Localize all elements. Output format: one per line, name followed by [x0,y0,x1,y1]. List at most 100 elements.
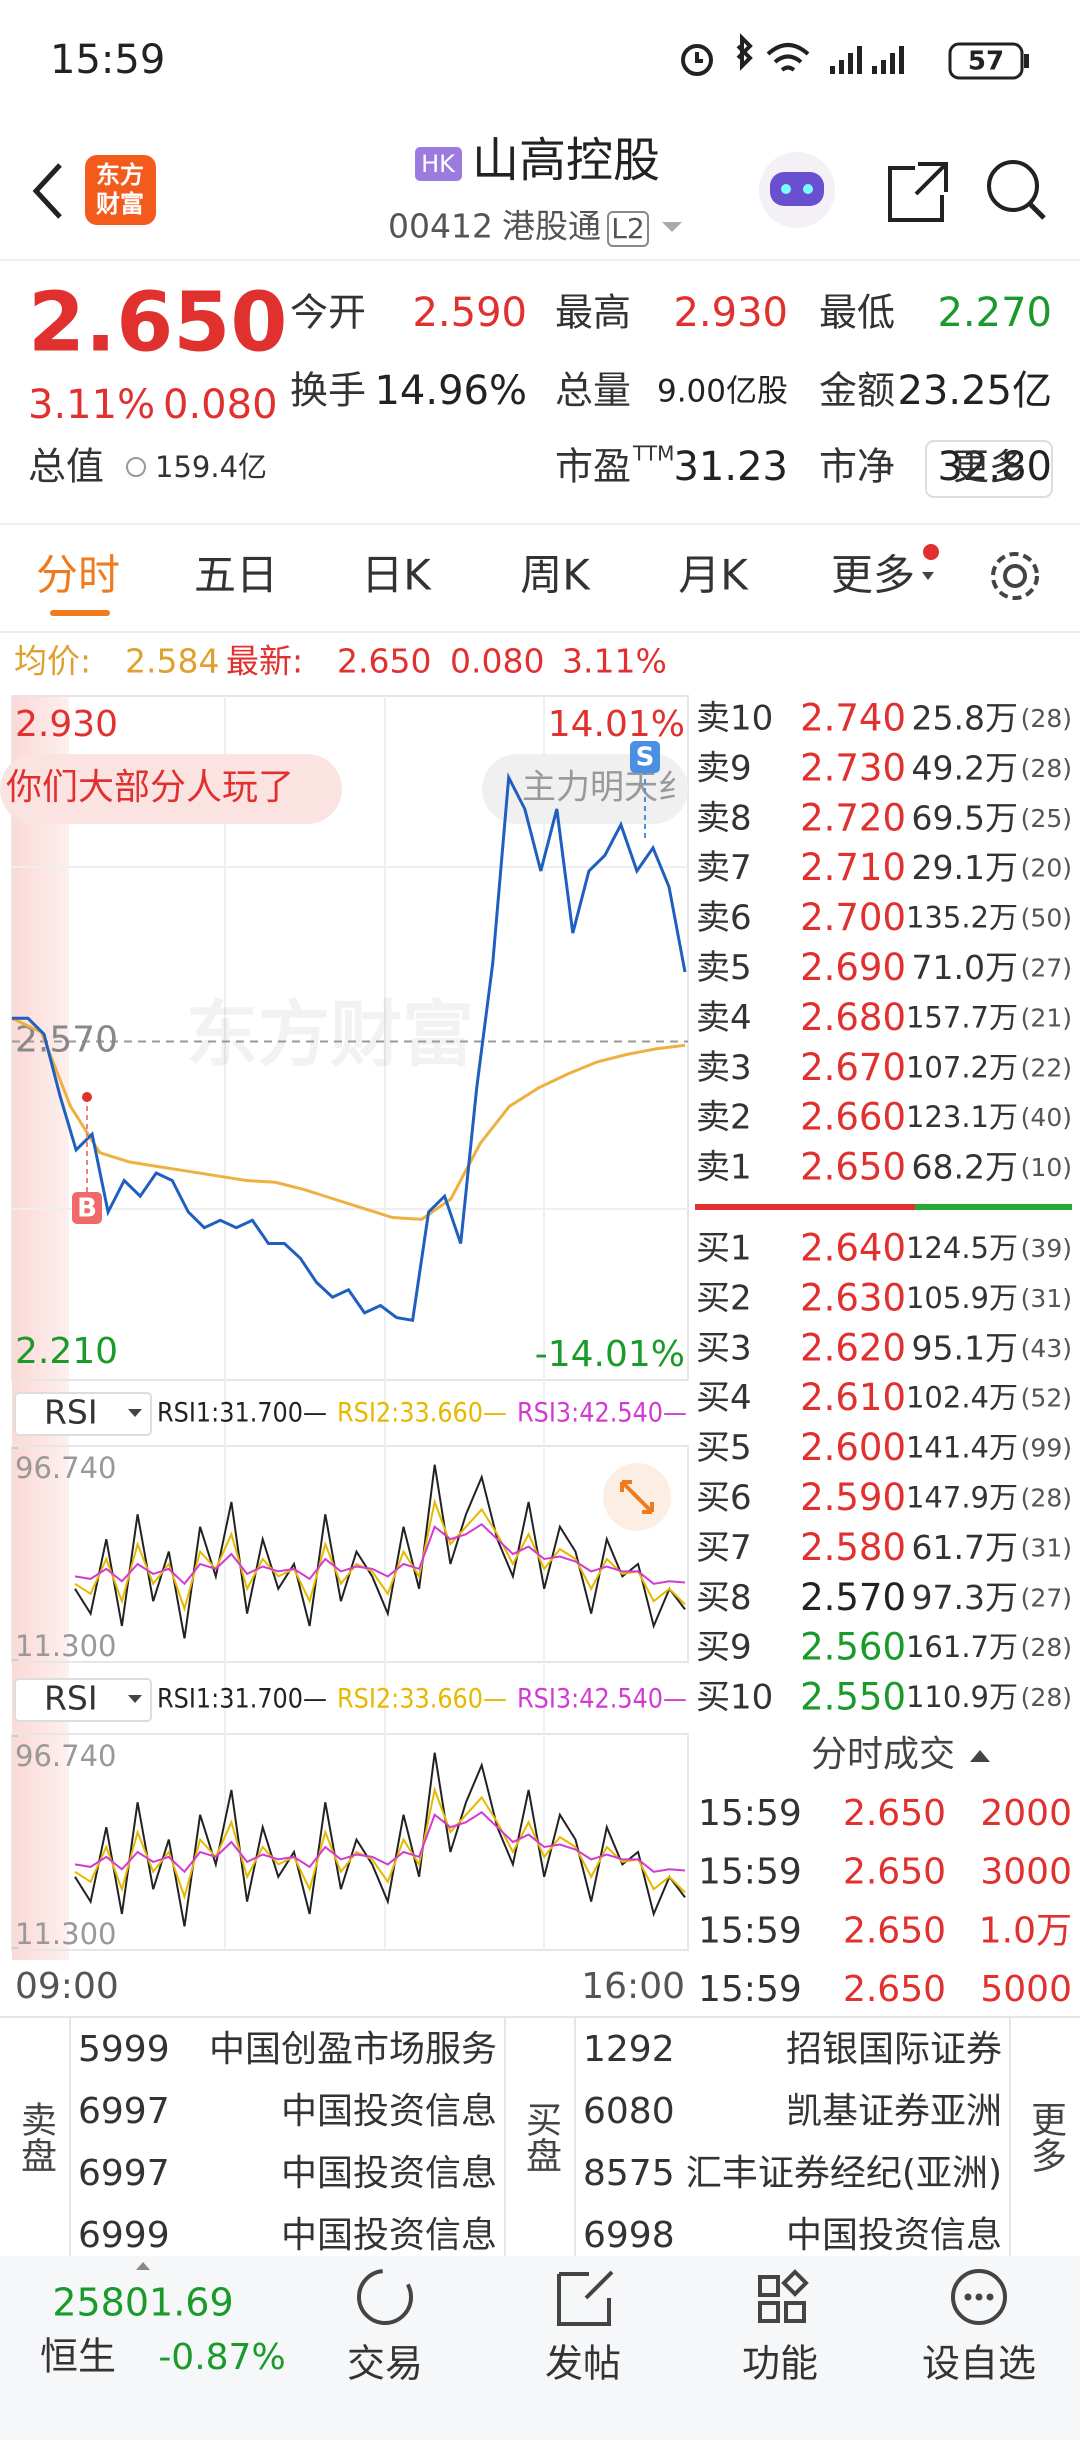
book-volume: 102.4万 [906,1381,1018,1415]
book-volume: 68.2万 [912,1148,1018,1187]
banner-left[interactable] [0,754,342,824]
book-price: 2.590 [800,1476,906,1519]
broker-name: 中国创盈市场服务 [209,2029,497,2070]
book-volume: 157.7万 [906,1000,1018,1034]
dropdown-arrow[interactable] [922,572,934,580]
tab[interactable]: 月K [678,551,749,600]
book-label: 买8 [696,1578,752,1618]
settings-button[interactable] [991,552,1039,600]
trade-volume: 3000 [980,1852,1072,1893]
stock-name: 山高控股 [472,134,660,189]
book-count: (99) [1021,1434,1072,1463]
nav-item[interactable]: 设自选 [922,2342,1036,2386]
stat-value: 14.96% [374,368,527,414]
nav-icons[interactable] [357,2269,1007,2326]
book-volume: 61.7万 [912,1528,1018,1567]
y-tick-label: 2.930 [15,704,118,745]
rsi-select-text[interactable]: RSI [44,1679,98,1718]
status-time: 15:59 [50,37,165,83]
broker-code: 6997 [78,2153,170,2194]
stock-code: 00412 [388,207,493,246]
book-count: (21) [1021,1003,1072,1032]
book-label: 卖6 [696,898,752,938]
book-volume: 95.1万 [912,1328,1018,1367]
nav-item[interactable]: 交易 [347,2342,423,2386]
broker-more[interactable]: 更多 [1025,2101,1066,2173]
book-volume: 97.3万 [912,1578,1018,1617]
rsi-line [74,1752,686,1927]
book-count: (31) [1021,1284,1072,1313]
banner-left-text[interactable]: 你们大部分人玩了 [6,767,294,808]
rsi-legend: RSI1:31.700— [157,1398,327,1429]
tab[interactable]: 周K [520,551,591,600]
stat-label: 总量 [555,369,631,413]
book-label: 卖10 [696,699,773,739]
book-count: (27) [1021,1583,1072,1612]
book-price: 2.620 [800,1326,906,1369]
avatar-eye [803,184,813,194]
rsi-select[interactable] [14,1392,152,1436]
book-price: 2.640 [800,1227,906,1270]
broker-code: 6998 [583,2215,675,2256]
book-count: (39) [1021,1234,1072,1263]
broker-name: 中国投资信息 [281,2091,497,2132]
rsi-tick-label: 11.300 [15,1917,116,1951]
tab[interactable]: 更多 [831,551,915,600]
book-price: 2.730 [800,746,906,789]
logo-text: 东方 [96,161,144,189]
book-price: 2.580 [800,1526,906,1569]
book-volume: 110.9万 [906,1680,1018,1714]
book-count: (40) [1021,1103,1072,1132]
tab[interactable]: 五日 [194,551,278,600]
level: L2 [611,212,644,245]
sort-arrow[interactable] [970,1750,990,1762]
broker-name: 招银国际证券 [786,2029,1002,2070]
book-count: (43) [1021,1334,1072,1363]
search-handle [1028,202,1046,220]
book-price: 2.720 [800,796,906,839]
stat-label: 总值 [28,445,104,489]
nav-item[interactable]: 功能 [742,2342,818,2386]
book-price: 2.660 [800,1096,906,1139]
banner-right-text[interactable]: 主力明天纟 [522,768,692,808]
back-button[interactable] [32,163,62,219]
last-change-pct: 3.11% [562,642,667,681]
book-price: 2.670 [800,1046,906,1089]
stat-value: 2.270 [937,290,1052,336]
battery [948,42,1024,80]
collapse-arrow[interactable] [136,2262,150,2270]
index-change: -0.87% [158,2337,285,2378]
book-volume: 135.2万 [906,901,1018,935]
rsi-select-text[interactable]: RSI [44,1393,98,1432]
rsi-select[interactable] [14,1678,152,1722]
stat-label: 今开 [290,291,366,335]
rsi-line [74,1786,686,1900]
nav-item[interactable]: 发帖 [545,2342,621,2386]
trade-price: 2.650 [843,1910,946,1951]
broker-side: 卖盘 [15,2101,56,2173]
avatar-face [770,172,824,206]
up-pct: 14.01% [548,704,685,745]
dropdown-arrow[interactable] [662,222,682,232]
tab[interactable]: 日K [361,551,432,600]
stat-value: 31.23 [673,444,788,490]
sell-marker: S [636,743,655,773]
info-icon[interactable] [126,457,146,477]
more-button-text[interactable]: 更多 [953,447,1025,488]
more-button[interactable] [925,440,1053,498]
trades-title[interactable]: 分时成交 [811,1734,955,1775]
change: 0.080 [163,382,278,428]
book-count: (25) [1021,804,1072,833]
trade-volume: 1.0万 [979,1910,1072,1951]
tab[interactable]: 分时 [36,551,120,600]
book-price: 2.710 [800,846,906,889]
stat-value: 9.00亿股 [657,374,788,410]
stat-value: 2.590 [412,290,527,336]
share-button[interactable] [888,162,948,222]
book-price: 2.740 [800,697,906,740]
search-button[interactable] [987,160,1039,212]
index-value: 25801.69 [52,2281,233,2325]
stat-value: 32.80 [937,444,1052,490]
stat-sup: TTM [632,442,674,466]
book-price: 2.610 [800,1376,906,1419]
